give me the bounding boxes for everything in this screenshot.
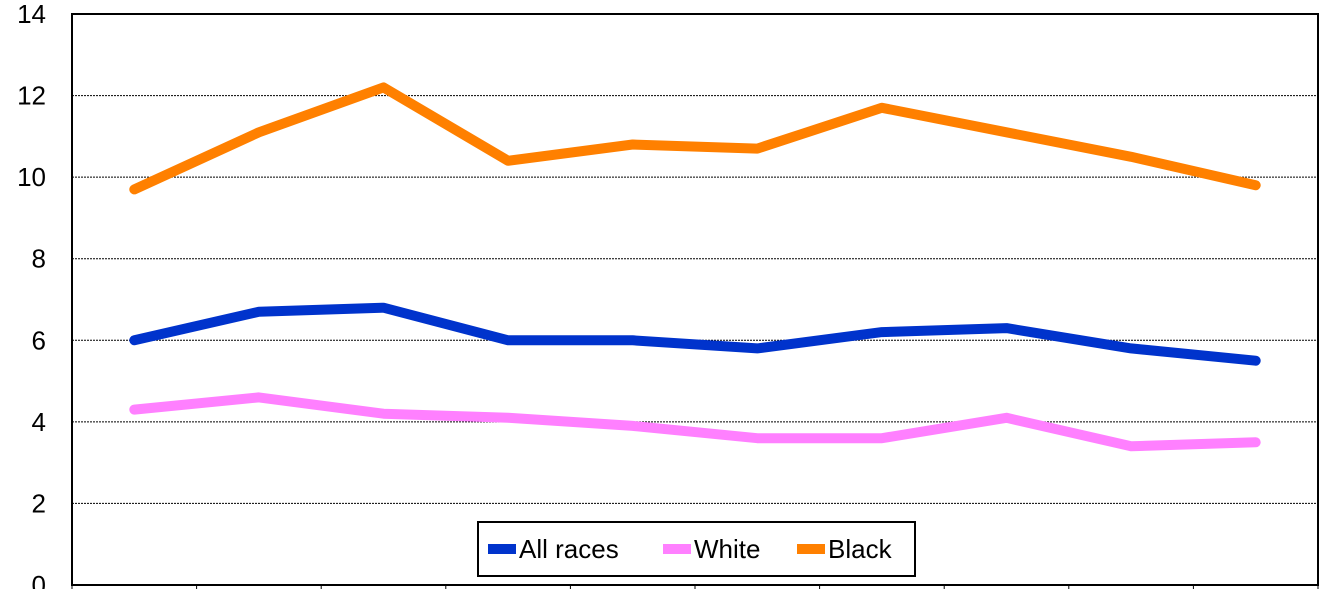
x-axis-ticks	[71, 585, 1319, 589]
y-tick-label: 8	[32, 244, 46, 274]
y-tick-label: 0	[32, 570, 46, 589]
legend-swatch	[663, 544, 691, 554]
series-line-0	[129, 302, 1261, 366]
y-tick-label: 14	[17, 0, 46, 29]
plot-area-frame	[71, 13, 1319, 586]
y-tick-label: 10	[17, 162, 46, 192]
legend-label: Black	[828, 534, 893, 564]
y-tick-label: 2	[32, 488, 46, 518]
y-axis: 0 2 4 6 8 10 12 14	[17, 0, 46, 589]
series-lines	[129, 82, 1261, 452]
legend-label: All races	[519, 534, 619, 564]
legend: All races White Black	[477, 521, 916, 577]
series-line-2	[129, 82, 1261, 195]
legend-swatch	[797, 544, 825, 554]
legend-label: White	[694, 534, 760, 564]
y-tick-label: 6	[32, 325, 46, 355]
legend-swatch	[488, 544, 516, 554]
series-line-1	[129, 392, 1261, 452]
legend-box	[477, 521, 916, 577]
y-tick-label: 4	[32, 407, 46, 437]
y-tick-label: 12	[17, 81, 46, 111]
